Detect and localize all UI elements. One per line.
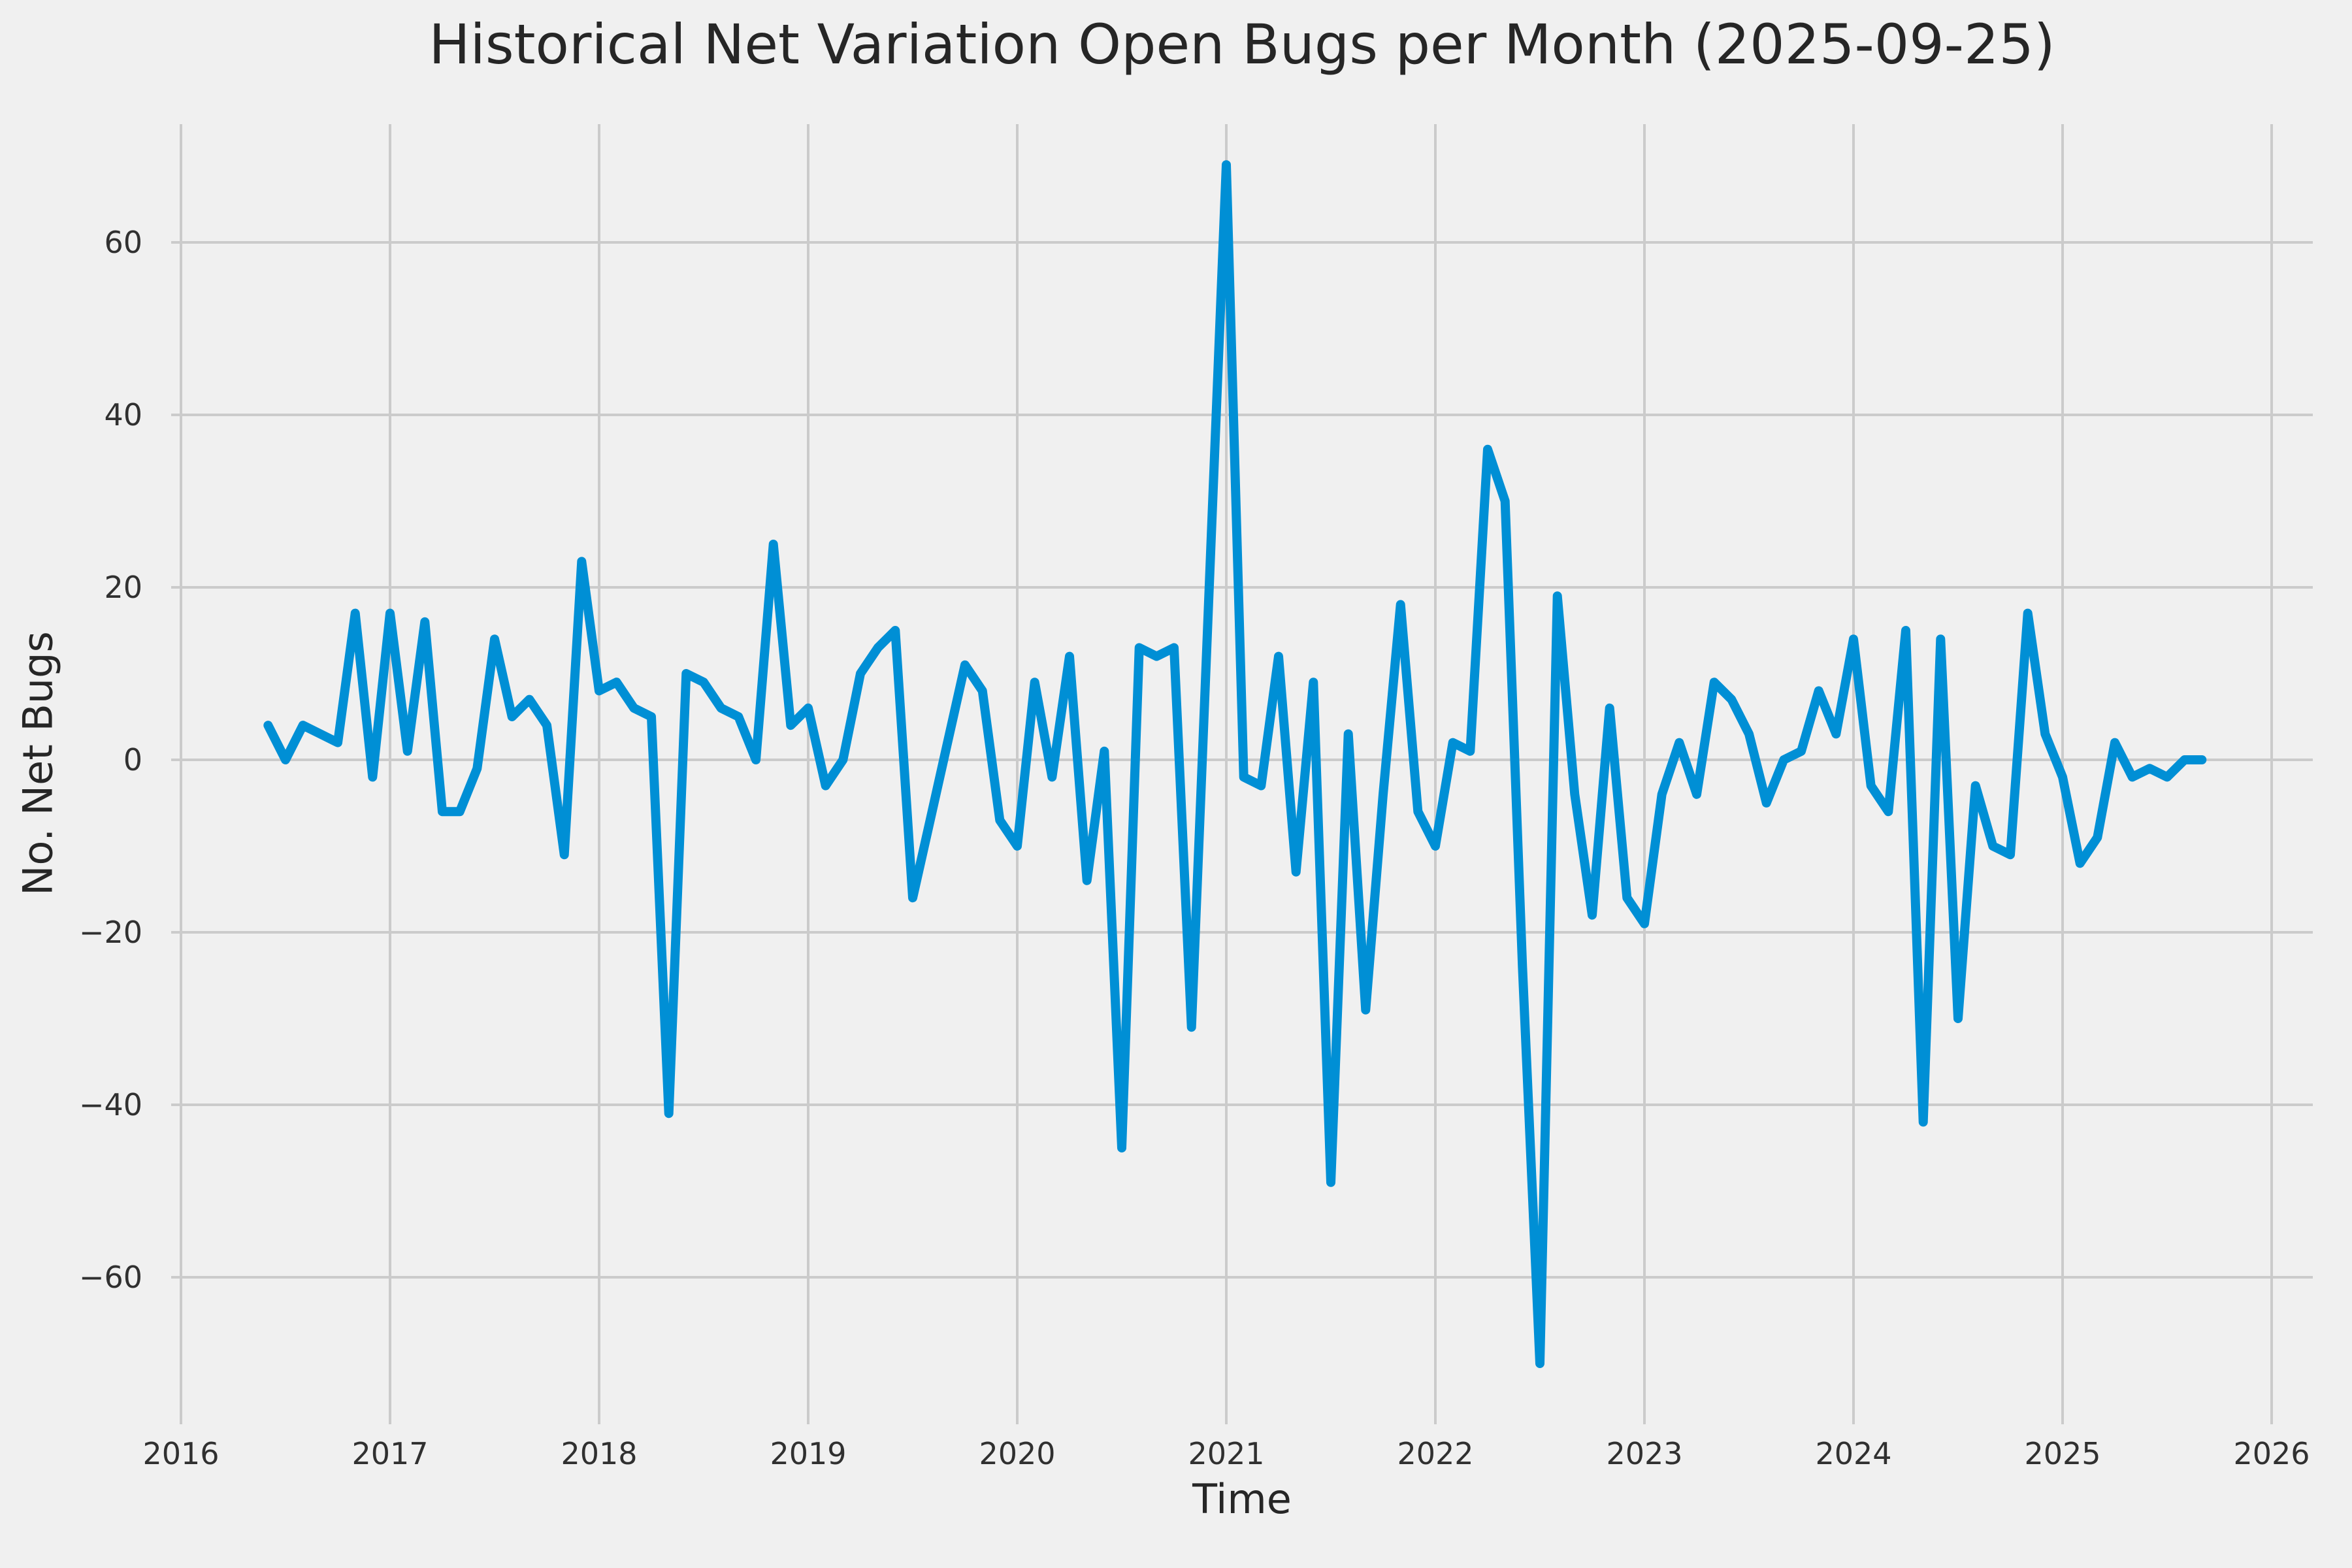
- x-tick-label-2024: 2024: [1815, 1436, 1892, 1471]
- x-axis-label: Time: [1192, 1475, 1292, 1523]
- x-tick-label-2026: 2026: [2233, 1436, 2310, 1471]
- y-tick-label-40: 40: [104, 397, 142, 433]
- x-tick-label-2025: 2025: [2024, 1436, 2101, 1471]
- y-tick-label-20: 20: [104, 570, 142, 605]
- series-line: [263, 160, 2207, 1368]
- x-tick-label-2018: 2018: [561, 1436, 638, 1471]
- chart-title: Historical Net Variation Open Bugs per M…: [429, 12, 2055, 76]
- x-tick-label-2020: 2020: [979, 1436, 1056, 1471]
- x-tick-label-2022: 2022: [1397, 1436, 1474, 1471]
- x-tick-label-2019: 2019: [770, 1436, 847, 1471]
- x-tick-label-2023: 2023: [1606, 1436, 1683, 1471]
- x-tick-label-2021: 2021: [1188, 1436, 1265, 1471]
- y-tick-label--60: −60: [78, 1260, 142, 1295]
- y-axis-label: No. Net Bugs: [14, 631, 62, 896]
- x-tick-label-2017: 2017: [351, 1436, 429, 1471]
- y-tick-label--40: −40: [78, 1087, 142, 1122]
- y-tick-label-60: 60: [104, 225, 142, 260]
- y-tick-label-0: 0: [123, 742, 142, 777]
- x-tick-label-2016: 2016: [142, 1436, 220, 1471]
- y-tick-label--20: −20: [78, 915, 142, 950]
